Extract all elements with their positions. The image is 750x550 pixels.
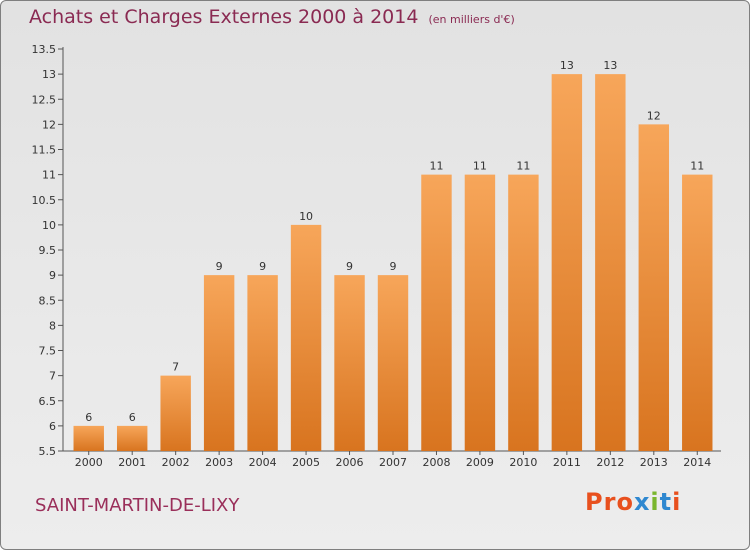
y-tick-label: 5.5 — [39, 445, 57, 458]
x-tick-label: 2010 — [509, 456, 537, 469]
bar-value-label: 11 — [429, 160, 443, 173]
bar-value-label: 9 — [216, 260, 223, 273]
bar — [377, 275, 409, 451]
brand-letter: t — [659, 488, 673, 516]
x-tick-label: 2005 — [292, 456, 320, 469]
x-tick-label: 2002 — [162, 456, 190, 469]
bar-value-label: 7 — [172, 361, 179, 374]
bar — [595, 74, 626, 451]
bar — [464, 174, 496, 451]
bar-value-label: 6 — [85, 411, 92, 424]
y-tick-label: 7 — [49, 370, 56, 383]
bar — [247, 275, 278, 451]
chart-title: Achats et Charges Externes 2000 à 2014 — [29, 6, 419, 28]
commune-name: SAINT-MARTIN-DE-LIXY — [35, 495, 240, 516]
y-tick-label: 10.5 — [32, 194, 57, 207]
bar — [551, 74, 583, 451]
bar — [334, 275, 365, 451]
bar — [203, 275, 235, 451]
bar — [290, 224, 322, 451]
bar — [682, 174, 713, 451]
y-tick-label: 6 — [49, 420, 56, 433]
y-tick-label: 13 — [42, 68, 56, 81]
bar — [508, 174, 539, 451]
x-tick-label: 2014 — [683, 456, 711, 469]
bar-value-label: 6 — [129, 411, 136, 424]
x-tick-label: 2007 — [379, 456, 407, 469]
brand-letter: x — [633, 488, 651, 516]
bar-value-label: 9 — [346, 260, 353, 273]
y-tick-label: 13.5 — [32, 43, 57, 56]
brand-letter: i — [650, 488, 660, 516]
bar-value-label: 11 — [690, 160, 704, 173]
y-tick-label: 12.5 — [32, 93, 57, 106]
y-tick-label: 10 — [42, 219, 56, 232]
x-tick-label: 2001 — [118, 456, 146, 469]
bar-value-label: 9 — [259, 260, 266, 273]
x-tick-label: 2003 — [205, 456, 233, 469]
bar — [421, 174, 452, 451]
x-tick-label: 2012 — [596, 456, 624, 469]
bar — [73, 425, 104, 451]
y-tick-label: 8.5 — [39, 294, 57, 307]
x-tick-label: 2006 — [336, 456, 364, 469]
brand-letter: P — [585, 488, 604, 516]
y-tick-label: 9.5 — [39, 244, 57, 257]
bar-value-label: 11 — [516, 160, 530, 173]
bar — [160, 375, 191, 451]
y-tick-label: 12 — [42, 118, 56, 131]
y-tick-label: 6.5 — [39, 395, 57, 408]
bar — [638, 124, 670, 451]
proxiti-logo: Proxiti — [585, 488, 681, 516]
title-block: Achats et Charges Externes 2000 à 2014 (e… — [29, 6, 515, 28]
x-tick-label: 2008 — [422, 456, 450, 469]
brand-letter: r — [603, 488, 617, 516]
x-tick-label: 2011 — [553, 456, 581, 469]
bar-value-label: 13 — [603, 59, 617, 72]
bar-value-label: 13 — [560, 59, 574, 72]
chart-subtitle: (en milliers d'€) — [428, 13, 515, 26]
brand-letter: i — [672, 488, 682, 516]
y-tick-label: 7.5 — [39, 345, 57, 358]
y-tick-label: 11 — [42, 169, 56, 182]
brand-letter: o — [616, 488, 634, 516]
y-tick-label: 8 — [49, 319, 56, 332]
bar-value-label: 9 — [390, 260, 397, 273]
bar-value-label: 11 — [473, 160, 487, 173]
x-tick-label: 2009 — [466, 456, 494, 469]
y-tick-label: 9 — [49, 269, 56, 282]
bar — [116, 425, 148, 451]
bar-value-label: 10 — [299, 210, 313, 223]
x-tick-label: 2013 — [640, 456, 668, 469]
x-tick-label: 2000 — [75, 456, 103, 469]
bar-value-label: 12 — [647, 109, 661, 122]
x-tick-label: 2004 — [249, 456, 277, 469]
y-tick-label: 11.5 — [32, 144, 57, 157]
